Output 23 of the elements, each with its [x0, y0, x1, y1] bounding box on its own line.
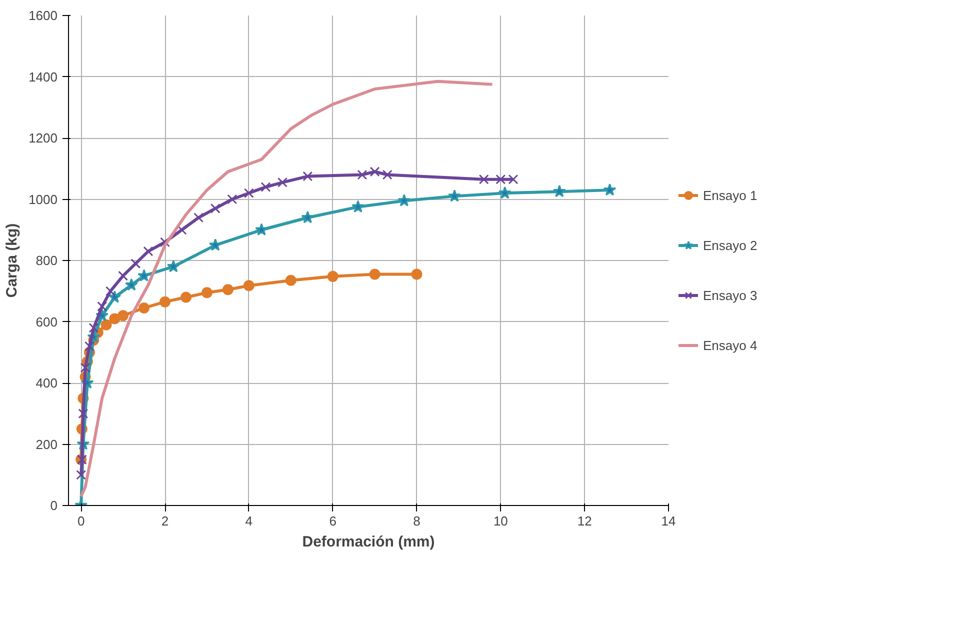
- y-tick-label: 800: [36, 253, 58, 268]
- y-tick-label: 1000: [28, 192, 58, 207]
- x-tick-label: 4: [245, 514, 253, 528]
- y-tick-label: 200: [36, 436, 58, 452]
- x-tick-label: 2: [161, 514, 169, 528]
- y-tick-label: 1600: [28, 8, 58, 23]
- legend-label: Ensayo 2: [703, 238, 758, 252]
- x-axis-title: Deformación (mm): [302, 534, 435, 550]
- y-tick-label: 1200: [28, 130, 58, 146]
- x-tick-label: 6: [329, 514, 336, 528]
- x-tick-label: 8: [413, 514, 420, 528]
- y-tick-label: 600: [36, 314, 58, 330]
- legend-label: Ensayo 3: [703, 288, 758, 302]
- y-tick-label: 400: [36, 376, 58, 390]
- x-tick-label: 14: [661, 514, 676, 528]
- y-axis-title: Carga (kg): [4, 223, 21, 298]
- x-tick-label: 12: [577, 514, 592, 528]
- legend-label: Ensayo 4: [703, 338, 758, 352]
- x-tick-label: 0: [77, 514, 85, 528]
- x-tick-label: 10: [493, 514, 508, 528]
- y-tick-label: 1400: [28, 69, 58, 84]
- legend-label: Ensayo 1: [703, 188, 758, 202]
- y-tick-label: 0: [50, 498, 58, 513]
